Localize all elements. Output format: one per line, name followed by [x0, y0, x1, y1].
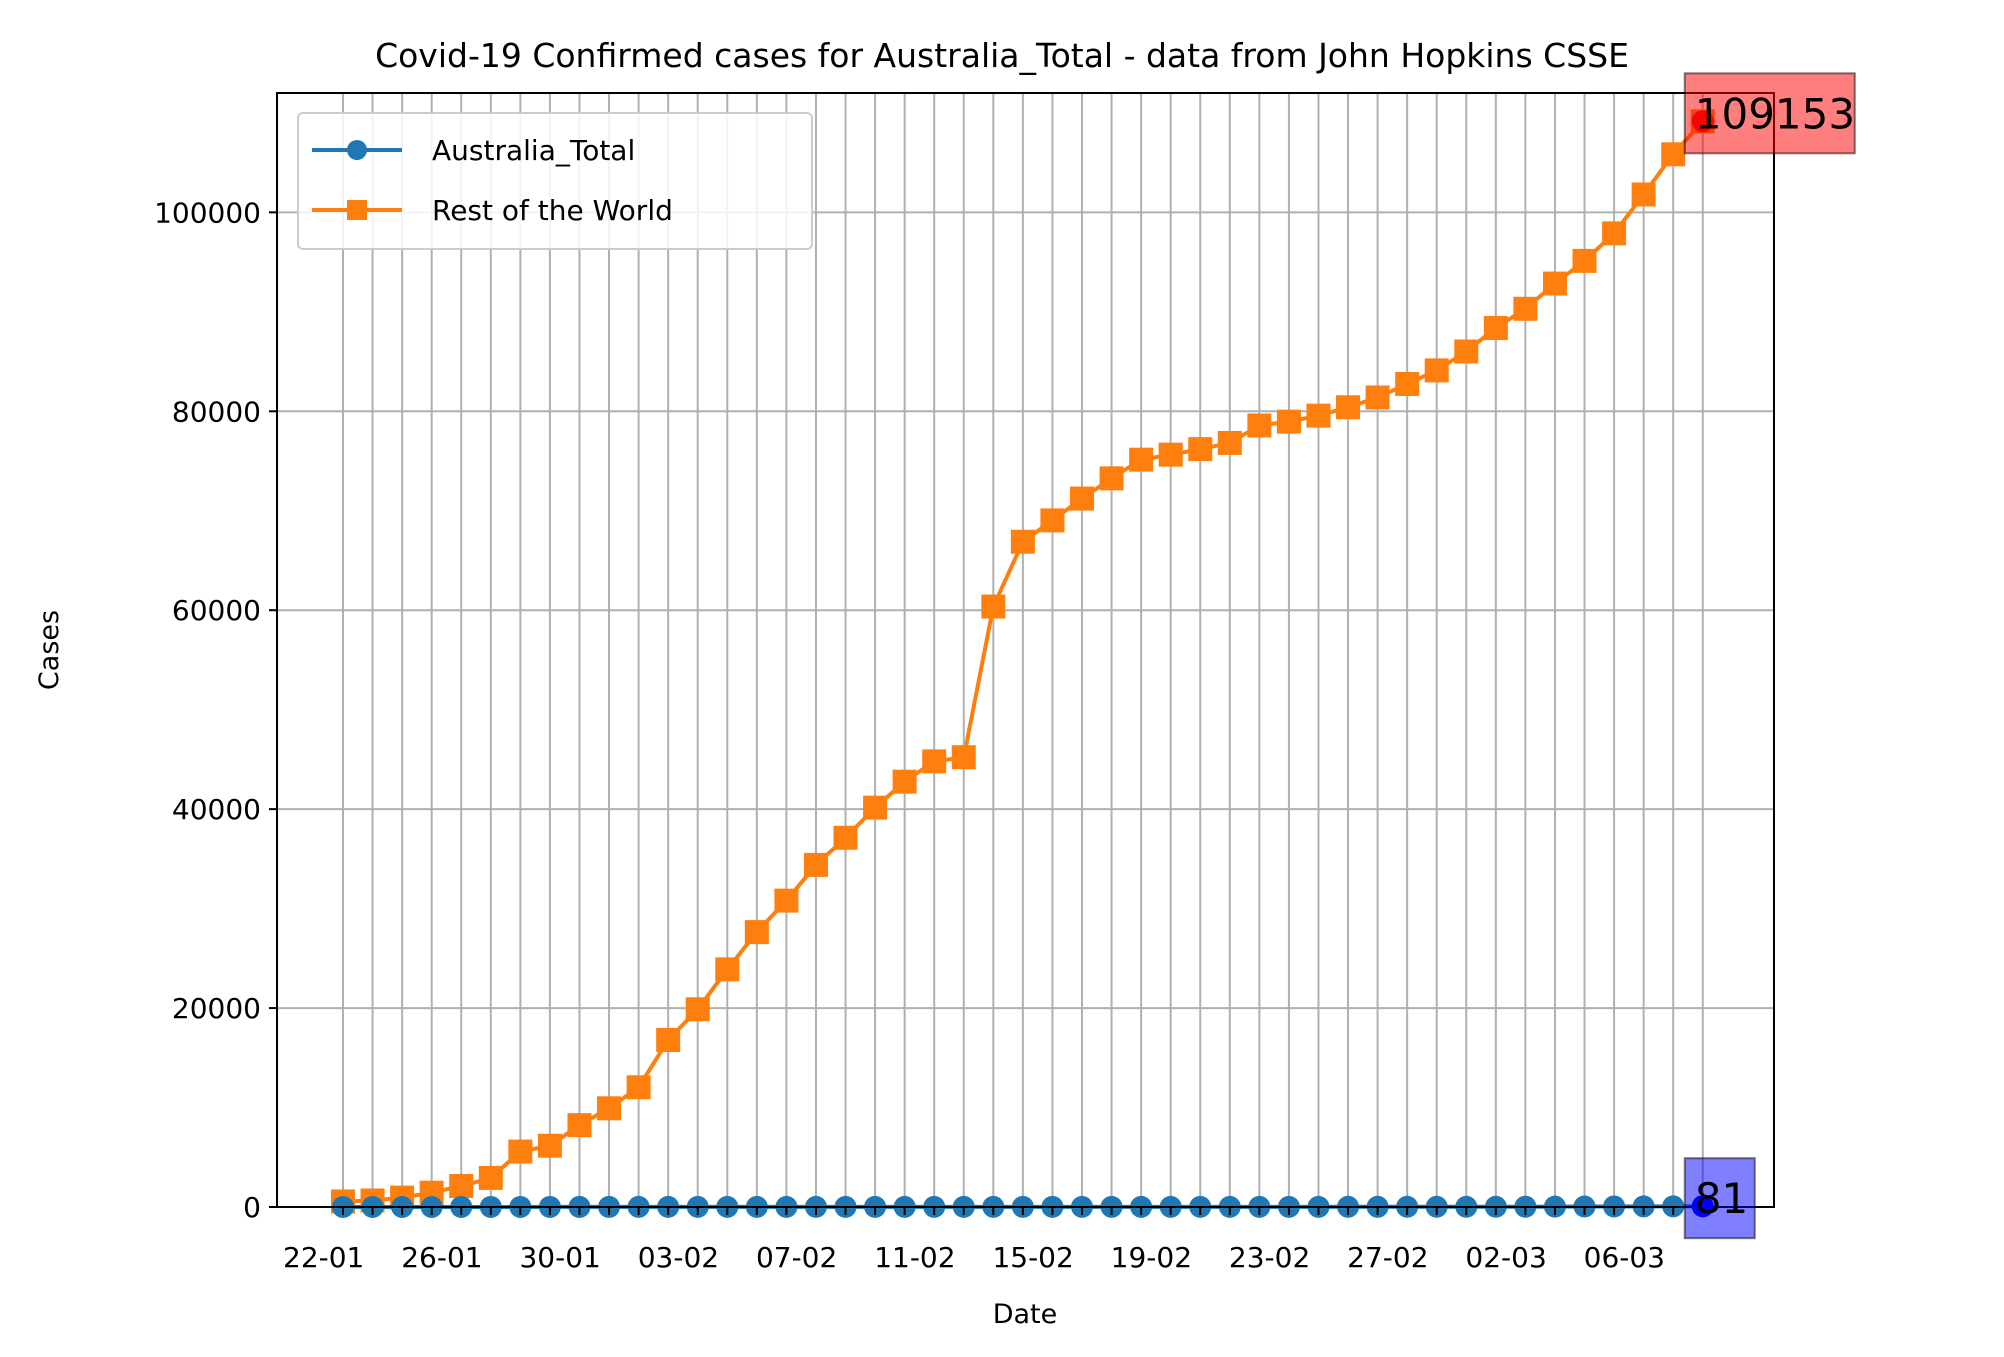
series-marker-square: [1395, 371, 1420, 396]
series-marker-square: [537, 1133, 562, 1158]
series-marker-square: [1010, 529, 1035, 554]
series-marker-square: [1365, 385, 1390, 410]
x-tick-label: 07-02: [756, 1241, 837, 1274]
x-tick-label: 26-01: [401, 1241, 482, 1274]
x-tick-label: 02-03: [1465, 1241, 1546, 1274]
series-marker-square: [1336, 395, 1361, 420]
series-marker-square: [1099, 466, 1124, 491]
series-marker-square: [803, 852, 828, 877]
series-marker-square: [1661, 142, 1686, 167]
annotation-label: 109153: [1695, 89, 1855, 138]
legend-label-australia: Australia_Total: [432, 134, 635, 167]
series-marker-square: [1217, 430, 1242, 455]
x-tick-label: 19-02: [1111, 1241, 1192, 1274]
series-marker-square: [1158, 442, 1183, 467]
series-marker-square: [656, 1028, 681, 1053]
x-tick-label: 22-01: [283, 1241, 364, 1274]
series-marker-square: [863, 795, 888, 820]
y-tick-label: 0: [243, 1191, 261, 1224]
x-tick-label: 27-02: [1347, 1241, 1428, 1274]
x-tick-label: 03-02: [638, 1241, 719, 1274]
y-tick-label: 40000: [172, 793, 261, 826]
y-tick-label: 80000: [172, 395, 261, 428]
annotation-label: 81: [1695, 1174, 1748, 1223]
axis-ticks: 22-01 26-01 30-01 03-02 07-02 11-02 15-02 19-02…: [154, 196, 1704, 1274]
series-marker-square: [1542, 271, 1567, 296]
x-tick-label: 23-02: [1229, 1241, 1310, 1274]
x-tick-label: 15-02: [992, 1241, 1073, 1274]
legend-box: [297, 112, 813, 250]
y-tick-label: 20000: [172, 992, 261, 1025]
legend-marker-rest-of-world: [347, 200, 367, 220]
series-marker-square: [1040, 508, 1065, 533]
series-marker-square: [449, 1173, 474, 1198]
legend-marker-australia: [347, 140, 367, 160]
annotation-box: [1683, 72, 1856, 155]
series-marker-square: [597, 1096, 622, 1121]
axes-frame: [276, 92, 1775, 1208]
y-axis-label: Cases: [34, 610, 65, 690]
legend: Australia_Total Rest of the World: [297, 112, 813, 250]
series-marker-square: [1276, 409, 1301, 434]
x-tick-label: 06-03: [1584, 1241, 1665, 1274]
y-tick-label: 100000: [154, 196, 261, 229]
series-marker-square: [1454, 339, 1479, 364]
y-tick-label: 60000: [172, 594, 261, 627]
series-marker-square: [1572, 248, 1597, 273]
legend-label-rest-of-world: Rest of the World: [432, 194, 673, 227]
x-tick-label: 30-01: [519, 1241, 600, 1274]
series-marker-square: [951, 745, 976, 770]
series-marker-square: [1513, 296, 1538, 321]
series-marker-square: [833, 825, 858, 850]
x-tick-label: 11-02: [874, 1241, 955, 1274]
series-marker-square: [744, 920, 769, 945]
x-axis-label: Date: [993, 1299, 1058, 1330]
series-marker-square: [1306, 403, 1331, 428]
series-marker-square: [685, 997, 710, 1022]
series-marker-square: [508, 1139, 533, 1164]
series-marker-square: [774, 888, 799, 913]
series-marker-square: [1247, 413, 1272, 438]
series-marker-square: [567, 1113, 592, 1138]
end-value-annotations: 109153 81: [1683, 72, 1856, 1240]
series-marker-square: [1129, 447, 1154, 472]
series-marker-square: [715, 957, 740, 982]
series-marker-square: [1188, 437, 1213, 462]
series-marker-square: [1070, 486, 1094, 511]
series-marker-square: [1602, 221, 1627, 246]
chart-title: Covid-19 Confirmed cases for Australia_T…: [375, 36, 1629, 75]
series-marker-square: [981, 594, 1006, 619]
annotation-box: [1683, 1157, 1756, 1240]
series-marker-square: [1631, 182, 1656, 207]
series-marker-square: [626, 1075, 651, 1100]
series-marker-square: [1424, 358, 1449, 383]
series-marker-square: [478, 1165, 503, 1190]
series-marker-square: [922, 749, 947, 774]
series-marker-square: [892, 769, 917, 794]
series-marker-square: [1483, 316, 1508, 341]
